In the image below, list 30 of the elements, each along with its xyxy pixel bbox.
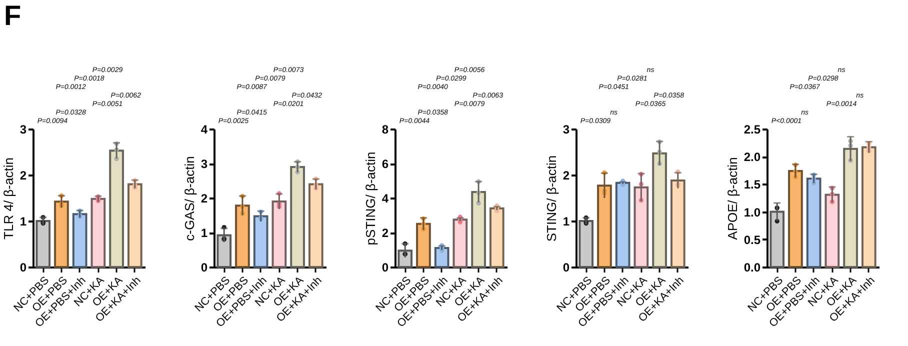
y-tick-label: 0 bbox=[20, 260, 27, 274]
y-axis-title: TLR 4/ β-actin bbox=[0, 158, 16, 240]
y-tick-label: 2.0 bbox=[744, 150, 761, 164]
y-tick-label: 1.5 bbox=[744, 178, 761, 192]
y-tick-label: 1 bbox=[200, 226, 208, 240]
y-tick-label: 1 bbox=[562, 214, 570, 228]
y-tick-label: 2 bbox=[200, 192, 208, 206]
y-tick-label: 0 bbox=[562, 260, 570, 274]
y-tick-label: 8 bbox=[382, 122, 389, 136]
y-axis-title: pSTING/ β-actin bbox=[362, 152, 378, 246]
y-tick-label: 2 bbox=[382, 226, 389, 240]
y-tick-label: 1 bbox=[20, 214, 27, 228]
y-tick-label: 2 bbox=[562, 168, 570, 182]
y-tick-label: 2 bbox=[20, 168, 27, 182]
y-tick-label: 4 bbox=[382, 192, 389, 206]
chart-title: F bbox=[4, 0, 22, 32]
y-tick-label: 0.0 bbox=[744, 260, 761, 274]
y-tick-label: 1.0 bbox=[744, 205, 761, 220]
y-tick-label: 6 bbox=[382, 157, 389, 171]
y-tick-label: 0.5 bbox=[744, 232, 761, 247]
y-tick-label: 0 bbox=[200, 260, 208, 274]
y-tick-label: 3 bbox=[200, 157, 208, 171]
y-tick-label: 3 bbox=[562, 122, 570, 136]
y-tick-label: 4 bbox=[200, 122, 208, 136]
y-tick-label: 3 bbox=[20, 122, 27, 136]
y-axis-title: STING/ β-actin bbox=[544, 155, 559, 242]
y-axis-title: APOE/ β-actin bbox=[724, 157, 740, 240]
y-tick-label: 0 bbox=[382, 260, 389, 274]
y-tick-label: 2.5 bbox=[744, 122, 761, 136]
y-axis-title: c-GAS/ β-actin bbox=[182, 156, 197, 241]
